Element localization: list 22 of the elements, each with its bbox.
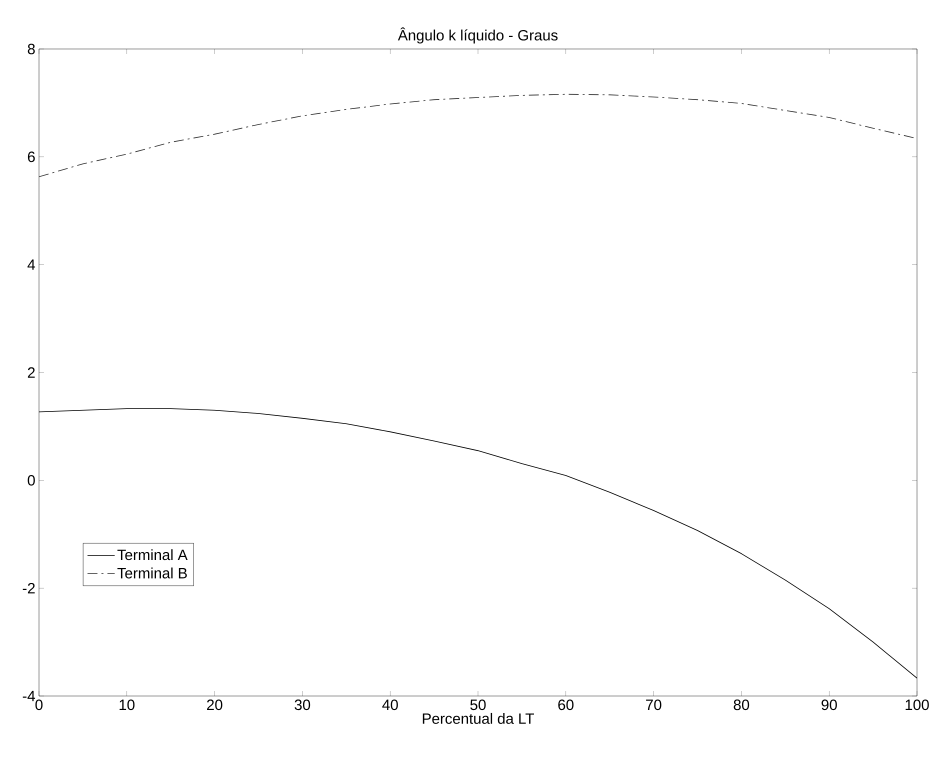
x-tick-label: 30	[294, 700, 310, 710]
x-tick-label: 100	[906, 700, 929, 710]
x-tick-label: 0	[35, 700, 43, 710]
x-tick-label: 50	[470, 700, 486, 710]
x-tick-label: 40	[382, 700, 398, 710]
x-tick-label: 60	[558, 700, 574, 710]
y-tick-label: 2	[28, 367, 35, 378]
y-tick-label: 8	[28, 44, 35, 54]
x-tick-label: 10	[120, 700, 135, 710]
x-tick-label: 80	[734, 700, 750, 710]
legend-label: Terminal B	[117, 567, 187, 578]
y-tick-label: 0	[28, 475, 35, 486]
x-axis-title: Percentual da LT	[422, 712, 534, 724]
x-tick-label: 70	[646, 700, 662, 710]
y-tick-label: 4	[28, 260, 36, 270]
y-tick-label: 6	[28, 152, 35, 162]
y-tick-label: -2	[22, 582, 35, 594]
legend-label: Terminal A	[117, 549, 188, 560]
x-tick-label: 90	[822, 700, 837, 710]
x-tick-label: 20	[207, 700, 222, 710]
chart-title: Ângulo k líquido - Graus	[398, 27, 558, 44]
y-tick-label: -4	[22, 690, 36, 702]
